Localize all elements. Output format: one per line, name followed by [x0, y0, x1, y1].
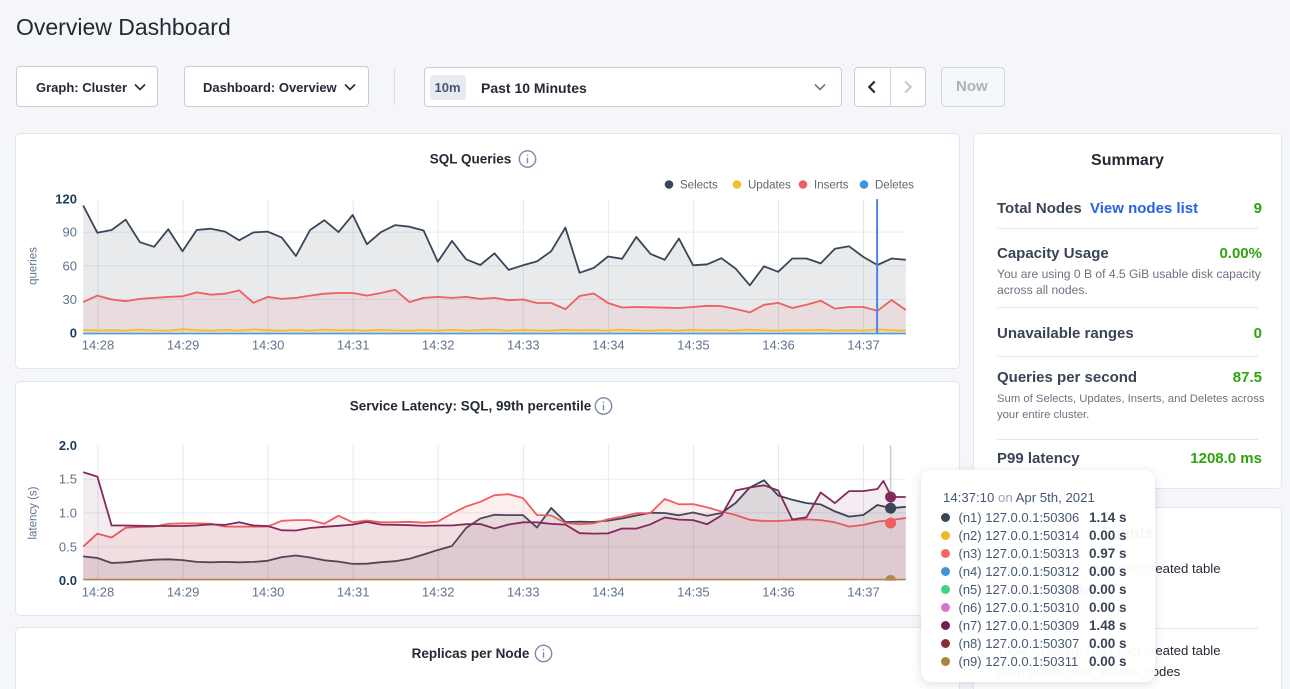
- svg-text:14:32: 14:32: [422, 585, 455, 600]
- svg-text:14:28: 14:28: [82, 585, 115, 600]
- svg-text:14:31: 14:31: [337, 338, 370, 353]
- svg-text:14:28: 14:28: [82, 338, 115, 353]
- svg-text:14:30: 14:30: [252, 338, 285, 353]
- svg-text:90: 90: [63, 225, 77, 240]
- svg-text:120: 120: [55, 192, 77, 207]
- svg-text:14:32: 14:32: [422, 338, 455, 353]
- svg-text:2.0: 2.0: [59, 438, 77, 453]
- svg-text:14:35: 14:35: [677, 338, 710, 353]
- svg-text:Inserts: Inserts: [814, 180, 849, 192]
- svg-text:14:29: 14:29: [167, 338, 200, 353]
- svg-text:SQL Queries: SQL Queries: [430, 152, 512, 167]
- svg-text:queries: queries: [28, 247, 40, 285]
- svg-text:14:29: 14:29: [167, 585, 200, 600]
- svg-text:60: 60: [63, 258, 77, 273]
- svg-text:0.0: 0.0: [59, 573, 77, 588]
- svg-text:1.5: 1.5: [59, 472, 77, 487]
- svg-text:14:30: 14:30: [252, 585, 285, 600]
- svg-text:Selects: Selects: [680, 180, 718, 192]
- svg-text:14:36: 14:36: [762, 338, 795, 353]
- svg-text:0: 0: [70, 326, 77, 341]
- svg-text:14:36: 14:36: [762, 585, 795, 600]
- svg-text:1.0: 1.0: [59, 505, 77, 520]
- svg-text:14:34: 14:34: [592, 338, 625, 353]
- svg-text:14:34: 14:34: [592, 585, 625, 600]
- svg-text:14:37: 14:37: [847, 338, 880, 353]
- svg-text:Replicas per Node: Replicas per Node: [412, 646, 530, 661]
- svg-text:14:37: 14:37: [847, 585, 880, 600]
- svg-text:14:33: 14:33: [507, 585, 540, 600]
- svg-text:Deletes: Deletes: [875, 180, 914, 192]
- svg-text:Service Latency: SQL, 99th per: Service Latency: SQL, 99th percentile: [350, 399, 592, 414]
- svg-text:14:35: 14:35: [677, 585, 710, 600]
- svg-text:latency (s): latency (s): [28, 486, 40, 539]
- svg-text:14:33: 14:33: [507, 338, 540, 353]
- svg-text:14:31: 14:31: [337, 585, 370, 600]
- svg-text:0.5: 0.5: [59, 539, 77, 554]
- svg-text:30: 30: [63, 292, 77, 307]
- svg-text:Updates: Updates: [748, 180, 791, 192]
